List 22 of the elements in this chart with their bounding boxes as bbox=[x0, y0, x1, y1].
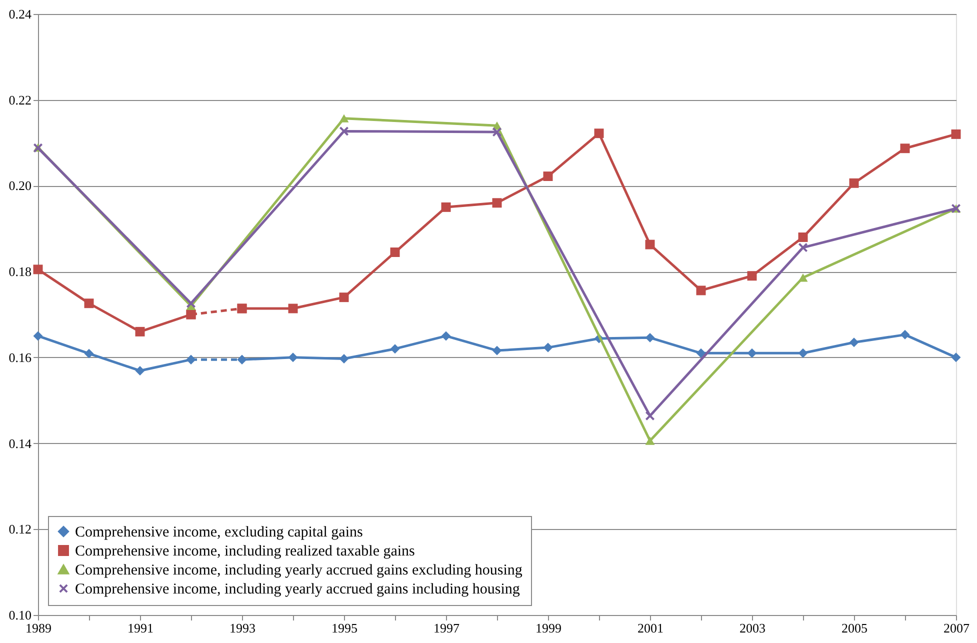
y-tick-label: 0.10 bbox=[8, 608, 32, 622]
x-tick-label: 1991 bbox=[128, 620, 154, 636]
legend-label: Comprehensive income, including yearly accrued gains including housing bbox=[75, 582, 520, 598]
y-tick-label: 0.24 bbox=[8, 6, 32, 22]
x-tick-label: 2003 bbox=[740, 620, 766, 636]
legend-label: Comprehensive income, including yearly accrued gains excluding housing bbox=[75, 562, 523, 578]
y-tick-label: 0.14 bbox=[8, 436, 32, 451]
legend-label: Comprehensive income, including realized taxable gains bbox=[75, 544, 416, 560]
y-tick-label: 0.20 bbox=[8, 178, 32, 194]
legend-label: Comprehensive income, excluding capital gains bbox=[75, 524, 363, 540]
x-tick-label: 2005 bbox=[842, 620, 868, 636]
x-tick-label: 2007 bbox=[944, 620, 970, 636]
x-tick-label: 1989 bbox=[26, 620, 52, 636]
x-tick-label: 1993 bbox=[230, 620, 256, 636]
y-tick-label: 0.18 bbox=[8, 264, 32, 280]
y-tick-label: 0.12 bbox=[8, 522, 32, 537]
x-tick-label: 1995 bbox=[332, 620, 358, 636]
x-tick-label: 1997 bbox=[434, 620, 460, 636]
y-tick-label: 0.16 bbox=[8, 350, 32, 365]
x-tick-label: 1999 bbox=[536, 620, 562, 636]
y-tick-label: 0.22 bbox=[8, 92, 32, 108]
x-tick-label: 2001 bbox=[638, 620, 664, 636]
